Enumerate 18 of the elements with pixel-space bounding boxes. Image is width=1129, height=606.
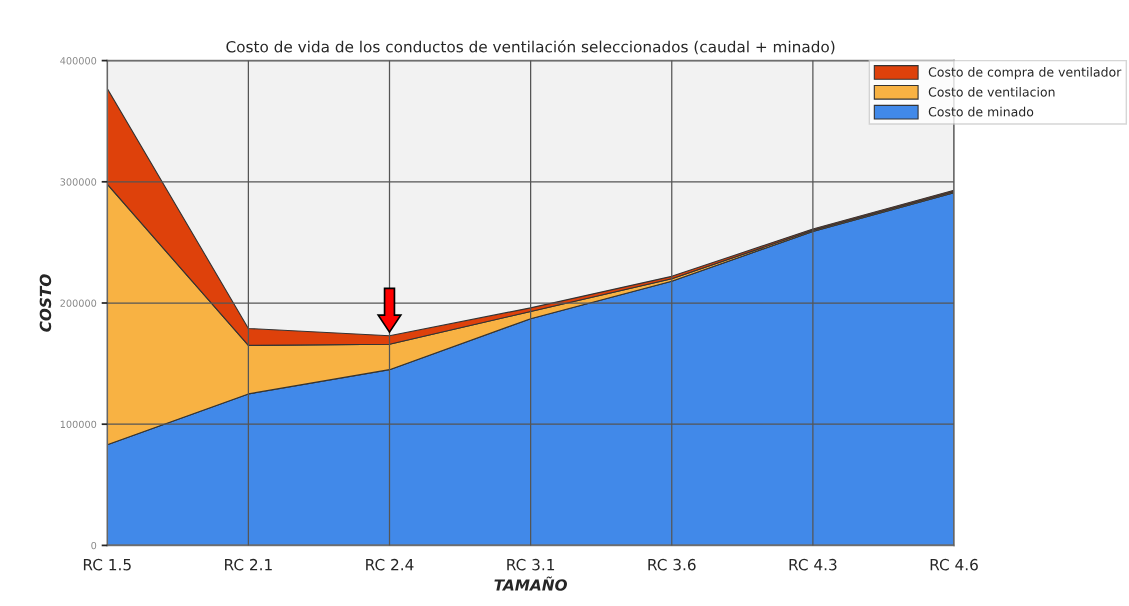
y-tick-label: 100000 — [60, 420, 97, 429]
legend-label: Costo de minado — [928, 106, 1034, 117]
x-tick-label: RC 4.6 — [930, 558, 978, 571]
legend-label: Costo de compra de ventilador — [928, 67, 1122, 80]
x-tick-label: RC 2.4 — [366, 558, 414, 571]
x-tick-label: RC 1.5 — [83, 558, 131, 571]
y-axis-title: COSTO — [39, 274, 52, 332]
y-tick-label: 0 — [91, 541, 97, 550]
chart-title: Costo de vida de los conductos de ventilación seleccionados (caudal + minado) — [226, 40, 835, 55]
y-tick-label: 200000 — [60, 299, 97, 307]
x-tick-label: RC 4.3 — [789, 558, 837, 571]
x-tick-label: RC 2.1 — [225, 558, 272, 571]
x-tick-label: RC 3.6 — [648, 558, 696, 571]
x-tick-label: RC 3.1 — [507, 558, 555, 571]
y-tick-label: 400000 — [60, 57, 97, 65]
y-tick-label: 300000 — [60, 178, 97, 186]
x-axis-title: TAMAÑO — [494, 576, 568, 591]
legend-label: Costo de ventilacion — [928, 86, 1055, 97]
